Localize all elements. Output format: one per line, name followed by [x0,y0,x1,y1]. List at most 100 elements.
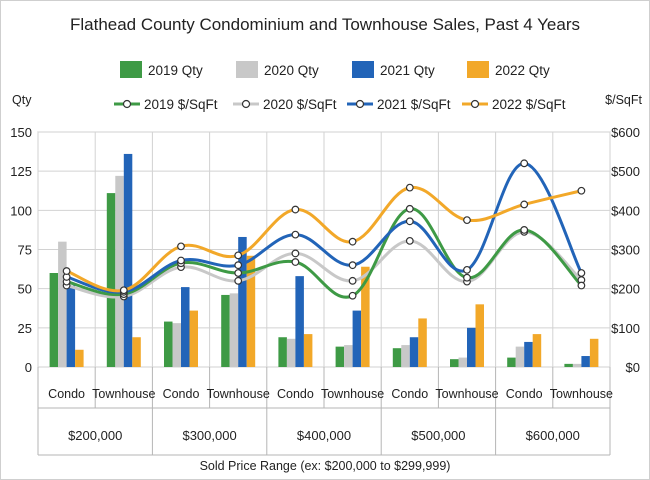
point-2021-sqft [348,261,357,270]
legend-label-2020-qty: 2020 Qty [264,63,319,78]
point-2022-sqft [119,286,128,295]
point-2020-sqft [405,236,414,245]
y-tick-right: $100 [611,321,640,336]
point-2021-sqft [520,159,529,168]
group-label: $500,000 [411,428,465,443]
bar-2020-qty [401,345,410,367]
point-2022-sqft [520,200,529,209]
legend-lines: 2019 $/SqFt 2020 $/SqFt 2021 $/SqFt 2022… [114,97,566,112]
y-tick-left: 0 [25,360,32,375]
point-2021-sqft [177,256,185,265]
category-label: Townhouse [92,387,155,401]
bar-2021-qty [467,327,476,367]
group-label: $200,000 [68,428,122,443]
left-axis-title: Qty [12,93,32,107]
bar-2019-qty [49,273,59,367]
group-label: $400,000 [297,428,351,443]
y-tick-right: $200 [611,282,640,297]
category-label: Condo [163,387,200,401]
point-2021-sqft [234,261,243,270]
y-tick-left: 25 [18,321,32,336]
bar-2021-qty [409,337,419,367]
point-2022-sqft [234,251,243,260]
bar-2019-qty [392,348,402,367]
bar-2020-qty [172,323,181,367]
category-label: Townhouse [550,387,613,401]
bar-2021-qty [123,153,133,367]
y-tick-right: $0 [626,360,640,375]
bar-2019-qty [335,346,345,367]
legend-label-2019-qty: 2019 Qty [148,63,203,78]
bar-2021-qty [295,276,304,367]
bar-2022-qty [246,255,256,367]
x-axis-title: Sold Price Range (ex: $200,000 to $299,9… [200,459,451,473]
point-2019-sqft [577,281,586,290]
line-2022-sqft [66,186,582,293]
legend-marker-2020-sqft [241,99,251,109]
bar-2021-qty [181,287,190,367]
bar-2019-qty [278,337,287,367]
point-2022-sqft [291,205,300,214]
bar-2020-qty [572,363,582,367]
legend-swatch-2020-qty [236,61,258,78]
legend-swatch-2022-qty [467,61,489,78]
point-2022-sqft [463,216,471,225]
bar-2022-qty [303,334,313,367]
bar-2019-qty [106,193,116,367]
plot-area: 0 $0 25 $100 50 $200 75 $300 100 $400 125 $500 150 $6… [10,125,640,456]
bar-2022-qty [532,334,542,367]
bar-2019-qty [564,363,573,367]
legend-label-2021-sqft: 2021 $/SqFt [377,97,451,112]
category-label: Townhouse [435,387,498,401]
legend-label-2020-sqft: 2020 $/SqFt [263,97,337,112]
point-2022-sqft [177,242,185,251]
bar-2019-qty [450,359,459,367]
bar-2021-qty [524,341,533,367]
y-tick-right: $400 [611,203,640,218]
category-label: Condo [277,387,314,401]
point-2021-sqft [577,269,586,277]
bar-2021-qty [352,310,362,367]
bar-2019-qty [221,294,230,367]
legend-label-2021-qty: 2021 Qty [380,63,435,78]
group-label: $300,000 [182,428,236,443]
bar-2021-qty [581,356,590,367]
point-2022-sqft [348,237,357,246]
point-2020-sqft [234,276,243,285]
legend-swatch-2019-qty [120,61,142,78]
legend-label-2022-sqft: 2022 $/SqFt [492,97,566,112]
bar-2022-qty [132,337,141,367]
bar-2020-qty [286,338,296,367]
bar-2022-qty [189,310,198,367]
point-2019-sqft [463,273,471,282]
y-tick-right: $600 [611,125,640,140]
y-tick-left: 100 [10,203,32,218]
bar-2020-qty [115,175,124,367]
legend-label-2019-sqft: 2019 $/SqFt [144,97,218,112]
point-2020-sqft [291,249,300,258]
point-2022-sqft [405,183,414,192]
y-tick-right: $500 [611,164,640,179]
legend-marker-2022-sqft [470,99,480,109]
point-2022-sqft [577,186,586,195]
category-label: Condo [506,387,543,401]
point-2021-sqft [463,265,471,274]
point-2019-sqft [291,258,300,266]
point-2020-sqft [348,276,357,285]
legend-label-2022-qty: 2022 Qty [495,63,550,78]
bar-2021-qty [238,236,247,367]
bar-2020-qty [458,357,467,367]
bar-2020-qty [229,293,239,367]
category-label: Condo [391,387,428,401]
legend-bars: 2019 Qty 2020 Qty 2021 Qty 2022 Qty [120,61,550,78]
legend-marker-2019-sqft [122,99,132,109]
bar-2022-qty [589,338,599,367]
bar-2022-qty [475,304,484,367]
y-tick-left: 150 [10,125,32,140]
bar-2019-qty [507,357,516,367]
y-tick-left: 50 [18,282,32,297]
point-2021-sqft [291,230,300,239]
legend-swatch-2021-qty [352,61,374,78]
group-label: $600,000 [526,428,580,443]
